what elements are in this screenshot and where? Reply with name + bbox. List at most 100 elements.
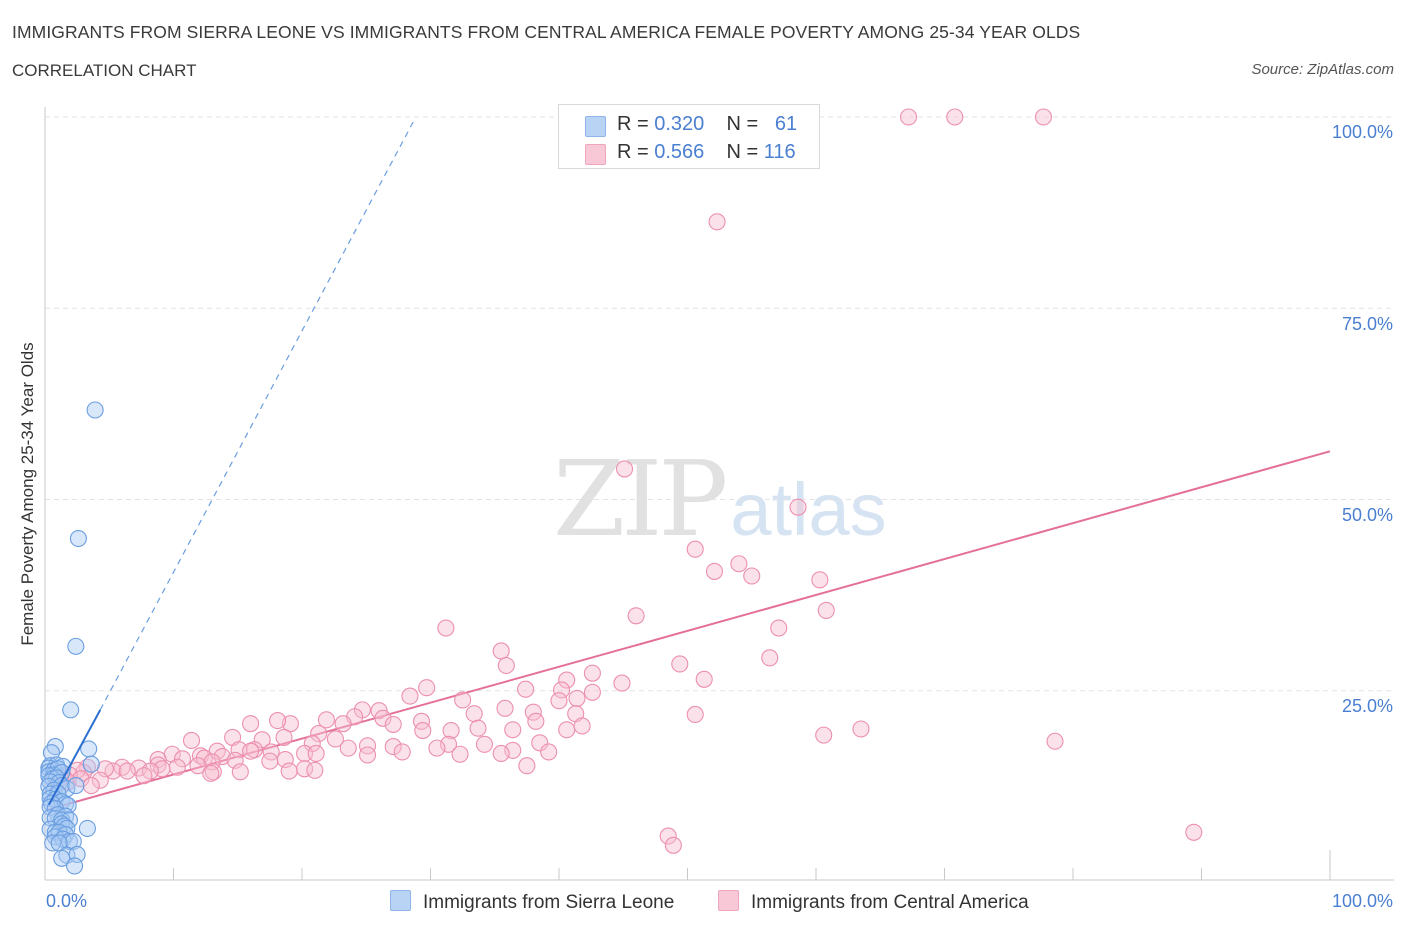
data-point-central-america — [182, 731, 201, 750]
y-tick-label: 50.0% — [1341, 505, 1393, 525]
data-point-central-america — [615, 460, 634, 478]
data-point-central-america — [307, 744, 325, 763]
data-point-central-america — [527, 712, 545, 730]
data-point-central-america — [686, 540, 704, 558]
data-point-central-america — [852, 720, 870, 738]
data-point-central-america — [418, 679, 436, 697]
data-point-central-america — [370, 702, 388, 720]
data-point-central-america — [558, 721, 576, 739]
data-point-central-america — [583, 683, 601, 701]
legend-row-central-america: R = 0.566 N = 116 — [559, 139, 819, 167]
n-value: 61 — [774, 113, 798, 135]
data-point-central-america — [414, 721, 432, 740]
r-label: R = — [617, 113, 655, 135]
data-point-central-america — [334, 715, 352, 733]
data-point-central-america — [518, 757, 536, 775]
data-point-sierra-leone — [78, 819, 96, 838]
data-point-central-america — [815, 726, 833, 744]
legend-swatch-central-america — [585, 144, 606, 165]
data-point-central-america — [946, 108, 964, 126]
data-point-central-america — [118, 762, 136, 780]
data-point-central-america — [393, 743, 411, 761]
data-point-sierra-leone — [69, 529, 87, 548]
data-point-sierra-leone — [44, 834, 62, 852]
data-point-central-america — [550, 692, 568, 710]
data-point-central-america — [705, 562, 724, 580]
r-value: 0.320 — [654, 113, 705, 135]
data-point-central-america — [627, 607, 645, 625]
legend-swatch-sierra-leone — [585, 116, 606, 137]
n-label: N = — [726, 141, 764, 163]
series-central-america — [46, 108, 1203, 854]
data-point-central-america — [451, 745, 469, 763]
data-point-central-america — [91, 771, 109, 789]
data-point-central-america — [497, 656, 515, 675]
data-point-central-america — [231, 763, 249, 781]
data-point-central-america — [213, 747, 231, 766]
data-point-central-america — [613, 674, 631, 692]
data-point-central-america — [442, 721, 460, 740]
r-label: R = — [617, 141, 655, 163]
data-point-central-america — [72, 770, 90, 788]
gridlines — [45, 116, 1392, 692]
data-point-central-america — [173, 750, 192, 768]
legend-swatch-sierra-leone — [390, 890, 411, 911]
data-point-central-america — [262, 743, 280, 761]
chart-subtitle: CORRELATION CHART — [12, 61, 197, 80]
trend-line-sierra-leone — [47, 709, 102, 806]
data-point-central-america — [469, 719, 487, 737]
trend-lines — [48, 120, 1331, 811]
data-point-central-america — [517, 680, 535, 698]
data-point-central-america — [339, 739, 357, 757]
y-tick-label: 100.0% — [1331, 122, 1393, 142]
legend-label: Immigrants from Central America — [751, 892, 1029, 913]
trend-line-sierra-leone-dashed — [99, 120, 415, 711]
data-point-central-america — [82, 777, 100, 795]
data-point-central-america — [553, 681, 571, 699]
y-tick-label: 25.0% — [1341, 696, 1393, 716]
data-point-central-america — [504, 721, 522, 739]
data-point-central-america — [568, 689, 586, 707]
data-point-central-america — [275, 728, 293, 746]
watermark-atlas: atlas — [730, 468, 887, 551]
correlation-legend: R = 0.320 N = 61 R = 0.566 N = 116 — [558, 104, 820, 169]
data-point-central-america — [401, 687, 419, 705]
data-point-central-america — [659, 827, 677, 845]
data-point-central-america — [168, 758, 186, 776]
data-point-central-america — [202, 764, 220, 782]
data-point-central-america — [540, 743, 558, 761]
y-tick-label: 75.0% — [1341, 314, 1393, 334]
data-point-central-america — [374, 709, 392, 727]
data-point-central-america — [358, 746, 377, 764]
data-point-central-america — [695, 670, 713, 688]
data-point-sierra-leone — [86, 401, 104, 419]
data-point-central-america — [384, 715, 402, 733]
data-point-central-america — [1185, 823, 1203, 841]
data-point-sierra-leone — [67, 637, 85, 655]
data-point-central-america — [135, 767, 153, 785]
data-point-central-america — [317, 711, 335, 729]
chart-title: IMMIGRANTS FROM SIERRA LEONE VS IMMIGRAN… — [12, 22, 1081, 42]
data-point-central-america — [242, 715, 260, 733]
data-point-sierra-leone — [67, 777, 85, 795]
data-point-central-america — [358, 737, 377, 755]
data-point-central-america — [899, 108, 918, 126]
legend-item-sierra-leone: Immigrants from Sierra Leone — [390, 890, 674, 914]
data-point-central-america — [428, 739, 446, 757]
data-point-central-america — [384, 738, 402, 756]
y-axis-label: Female Poverty Among 25-34 Year Olds — [18, 342, 37, 646]
data-point-central-america — [412, 712, 431, 730]
x-tick-label-max: 100.0% — [1331, 891, 1393, 911]
data-point-central-america — [708, 213, 726, 231]
legend-swatch-central-america — [718, 890, 739, 911]
data-point-central-america — [296, 744, 314, 763]
data-point-central-america — [573, 717, 591, 735]
legend-row-sierra-leone: R = 0.320 N = 61 — [559, 111, 819, 139]
data-point-sierra-leone — [53, 849, 71, 867]
data-point-central-america — [817, 601, 835, 619]
data-point-central-america — [204, 763, 222, 781]
data-point-central-america — [310, 725, 328, 743]
data-point-central-america — [492, 642, 510, 660]
data-point-sierra-leone — [64, 832, 82, 851]
